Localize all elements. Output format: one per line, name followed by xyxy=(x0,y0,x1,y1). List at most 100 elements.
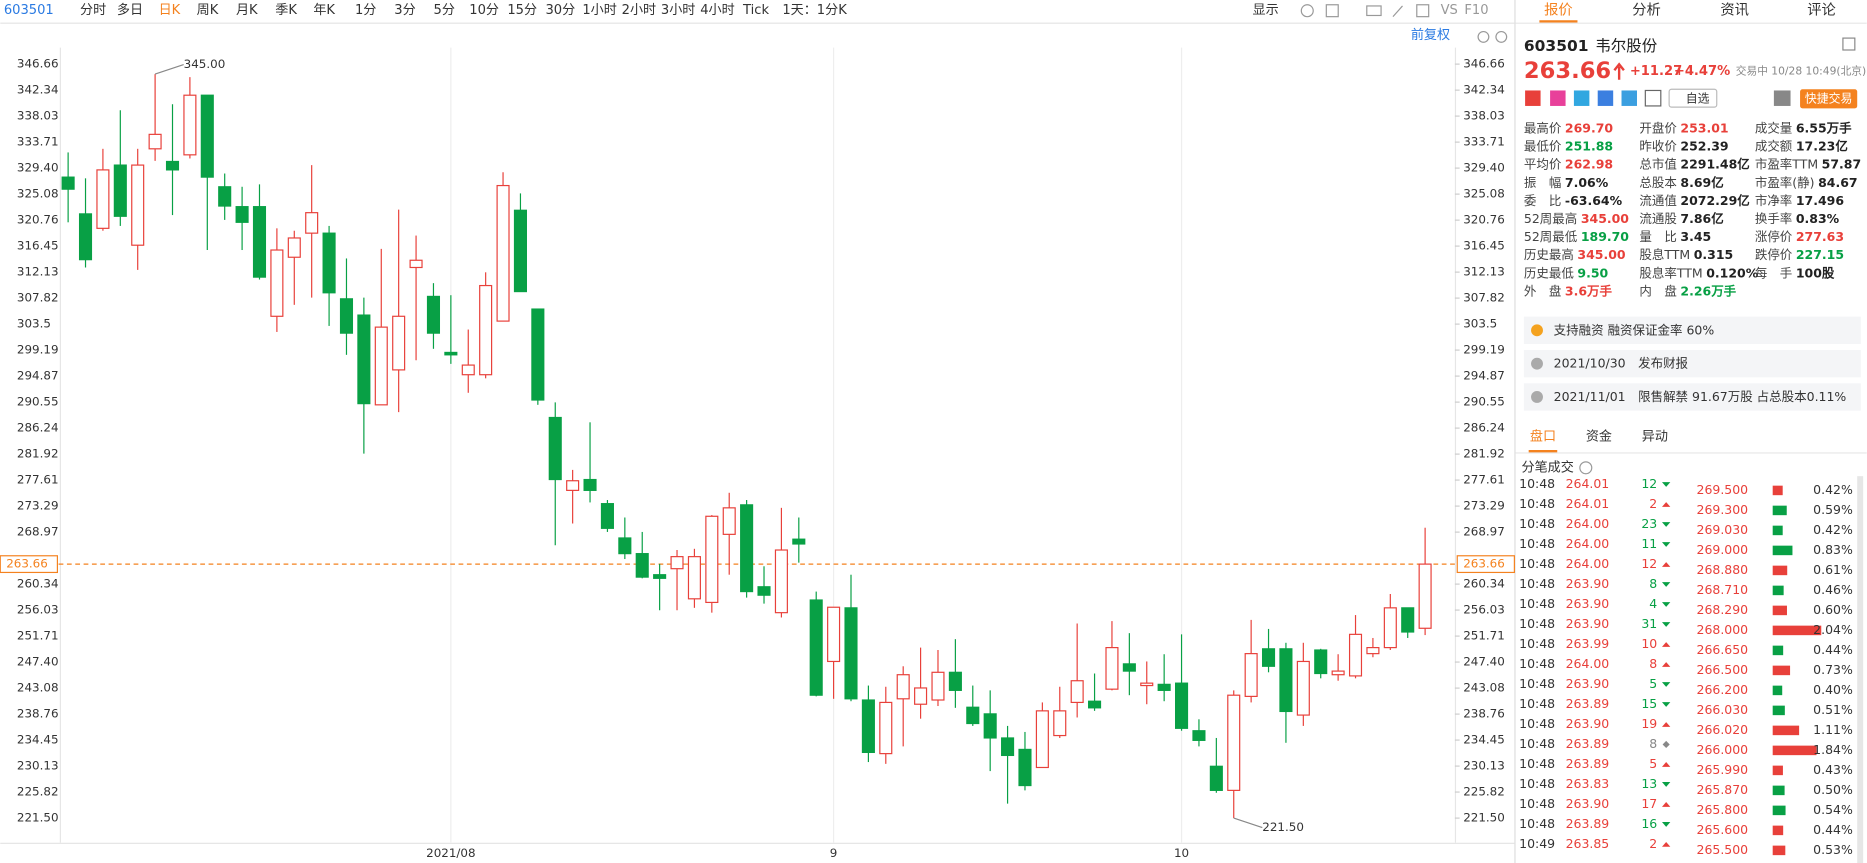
stat-label: 最高价 xyxy=(1524,120,1562,135)
range-select[interactable]: 1天：1分K xyxy=(782,2,847,18)
tick-direction xyxy=(1661,502,1671,507)
period-tab[interactable]: 10分 xyxy=(469,2,499,18)
notice[interactable]: 2021/11/01 限售解禁 91.67万股 占总股本0.11% xyxy=(1554,389,1847,404)
stat: 流通股 7.86亿 xyxy=(1639,211,1723,226)
period-tab[interactable]: 日K xyxy=(159,3,181,18)
draw-icon[interactable] xyxy=(1392,5,1403,18)
tick-direction xyxy=(1662,740,1670,749)
sub-tab[interactable]: 资金 xyxy=(1586,428,1612,444)
fullscreen-icon[interactable] xyxy=(1416,4,1430,18)
tick-time: 10:48 xyxy=(1519,796,1555,811)
candle-body xyxy=(914,687,928,705)
icon[interactable] xyxy=(1621,90,1637,106)
stat-value: 0.83% xyxy=(1796,211,1840,226)
period-tab[interactable]: 年K xyxy=(313,2,335,18)
icon[interactable] xyxy=(1644,89,1662,107)
tick-price: 264.00 xyxy=(1566,656,1610,671)
period-tab[interactable]: 15分 xyxy=(507,2,537,18)
period-tab[interactable]: 4小时 xyxy=(700,2,734,18)
sub-tab[interactable]: 异动 xyxy=(1642,428,1668,444)
y-tick-label: 312.13 xyxy=(1463,265,1505,279)
notice-box xyxy=(1523,349,1861,378)
candle-body xyxy=(113,164,127,217)
stat-value: 3.6万手 xyxy=(1565,283,1613,298)
stat-label: 市盈率TTM xyxy=(1755,156,1818,171)
dist-bar xyxy=(1772,545,1793,556)
stat-label: 股息TTM xyxy=(1639,247,1690,262)
tick-time: 10:48 xyxy=(1519,576,1555,591)
sub-tab[interactable]: 盘口 xyxy=(1530,427,1556,444)
stat: 昨收价 252.39 xyxy=(1639,138,1728,153)
scrollbar[interactable] xyxy=(1857,476,1864,863)
tick-direction xyxy=(1661,662,1671,667)
stat-label: 最低价 xyxy=(1524,138,1562,153)
vs-button[interactable]: VS xyxy=(1441,3,1458,18)
y-tick-label: 268.97 xyxy=(1463,525,1505,539)
period-tab[interactable]: 3小时 xyxy=(661,2,695,18)
period-tab[interactable]: 月K xyxy=(236,3,258,18)
watch-button[interactable] xyxy=(1668,88,1718,108)
period-tab[interactable]: 多日 xyxy=(117,1,143,18)
panel-tab[interactable]: 分析 xyxy=(1632,2,1661,19)
stat-label: 涨停价 xyxy=(1755,229,1793,244)
zoom-out-icon[interactable] xyxy=(1477,30,1490,43)
tick-direction xyxy=(1661,622,1671,627)
period-tab[interactable]: 5分 xyxy=(434,2,455,18)
dist-bar xyxy=(1772,825,1784,836)
tick-volume: 8 xyxy=(1649,576,1657,591)
period-tab[interactable]: 分时 xyxy=(80,2,106,18)
y-tick-label: 234.45 xyxy=(1463,733,1505,747)
y-tick-label: 247.40 xyxy=(17,655,59,669)
period-tab[interactable]: 1分 xyxy=(355,2,376,18)
dist-pct: 0.40% xyxy=(1813,682,1853,697)
panel-icon[interactable] xyxy=(1842,37,1856,51)
notice[interactable]: 2021/10/30 发布财报 xyxy=(1554,356,1689,371)
stock-code[interactable]: 603501 xyxy=(4,3,54,18)
icon[interactable] xyxy=(1597,90,1614,106)
watch-label[interactable]: 自选 xyxy=(1686,91,1710,105)
notice[interactable]: 支持融资 融资保证金率 60% xyxy=(1554,322,1715,337)
icon[interactable] xyxy=(1573,90,1590,106)
candle-body xyxy=(305,212,319,234)
tick-price: 263.90 xyxy=(1566,716,1610,731)
zoom-in-icon[interactable] xyxy=(1495,30,1508,43)
panel-tab[interactable]: 评论 xyxy=(1807,2,1836,19)
panel-tab[interactable]: 报价 xyxy=(1544,2,1573,19)
y-tick-label: 251.71 xyxy=(17,629,59,643)
trade-label[interactable]: 快捷交易 xyxy=(1805,91,1853,105)
camera-icon[interactable] xyxy=(1366,5,1382,17)
dist-bar xyxy=(1772,565,1788,576)
period-tab[interactable]: 3分 xyxy=(394,2,415,18)
stat-label: 换手率 xyxy=(1755,211,1792,226)
tick-volume: 19 xyxy=(1641,716,1657,731)
adjust-label[interactable]: 前复权 xyxy=(1411,26,1450,43)
candle-body xyxy=(131,164,145,246)
y-tick-label: 243.08 xyxy=(17,681,59,695)
icon[interactable] xyxy=(1525,90,1541,106)
period-tab[interactable]: 周K xyxy=(197,3,219,18)
candle-body xyxy=(809,599,823,696)
panel-tab[interactable]: 资讯 xyxy=(1720,2,1749,19)
tick-direction xyxy=(1661,562,1671,567)
bell-icon[interactable] xyxy=(1773,90,1791,106)
period-tab[interactable]: 2小时 xyxy=(622,2,656,18)
stat-value: 269.70 xyxy=(1565,120,1613,135)
checkbox-icon[interactable] xyxy=(1325,4,1339,18)
display-menu[interactable]: 显示 xyxy=(1253,3,1279,18)
period-tab[interactable]: 1小时 xyxy=(582,2,616,18)
stat: 最高价 269.70 xyxy=(1524,120,1614,135)
period-tab[interactable]: Tick xyxy=(742,3,769,18)
icon[interactable] xyxy=(1550,90,1566,106)
candle-body xyxy=(844,607,858,700)
tick-price: 264.00 xyxy=(1566,556,1610,571)
f10-button[interactable]: F10 xyxy=(1464,3,1488,18)
y-tick-label: 281.92 xyxy=(1463,447,1505,461)
tick-price: 263.90 xyxy=(1566,596,1610,611)
trade-button[interactable] xyxy=(1800,89,1858,109)
period-tab[interactable]: 30分 xyxy=(545,2,575,18)
settings-icon[interactable] xyxy=(1300,4,1314,18)
stat-value: 2072.29亿 xyxy=(1680,192,1749,207)
tick-direction xyxy=(1661,822,1671,827)
period-tab[interactable]: 季K xyxy=(275,2,297,18)
y-tick-label: 303.5 xyxy=(17,317,51,331)
